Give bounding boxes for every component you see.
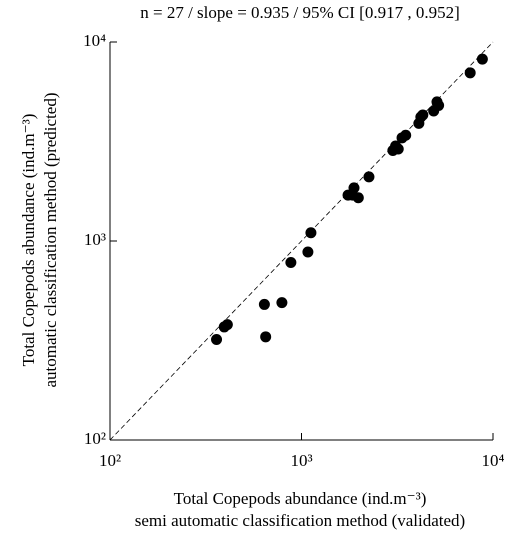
chart-title: n = 27 / slope = 0.935 / 95% CI [0.917 ,… [140, 3, 460, 22]
y-tick-label: 10⁴ [83, 31, 106, 50]
data-point [305, 227, 317, 239]
data-point [221, 319, 233, 331]
data-point [433, 99, 445, 111]
data-point [276, 297, 288, 309]
y-tick-label: 10³ [84, 230, 106, 249]
y-tick-label: 10² [84, 429, 106, 448]
data-point [392, 143, 404, 155]
y-axis-label: Total Copepods abundance (ind.m⁻³) [19, 114, 38, 367]
x-tick-label: 10⁴ [482, 451, 505, 470]
data-point [260, 331, 272, 343]
x-axis-label: semi automatic classification method (va… [135, 511, 465, 530]
data-point [302, 246, 314, 258]
x-tick-label: 10² [99, 451, 121, 470]
data-point [352, 192, 364, 204]
data-point [464, 67, 476, 79]
data-point [285, 256, 297, 268]
data-point [258, 298, 270, 310]
data-point [400, 129, 412, 141]
data-point [476, 53, 488, 65]
data-point [417, 109, 429, 121]
x-axis-label: Total Copepods abundance (ind.m⁻³) [174, 489, 427, 508]
x-tick-label: 10³ [290, 451, 312, 470]
y-axis-label: automatic classification method (predict… [41, 92, 60, 387]
data-point [211, 333, 223, 345]
data-point [363, 171, 375, 183]
